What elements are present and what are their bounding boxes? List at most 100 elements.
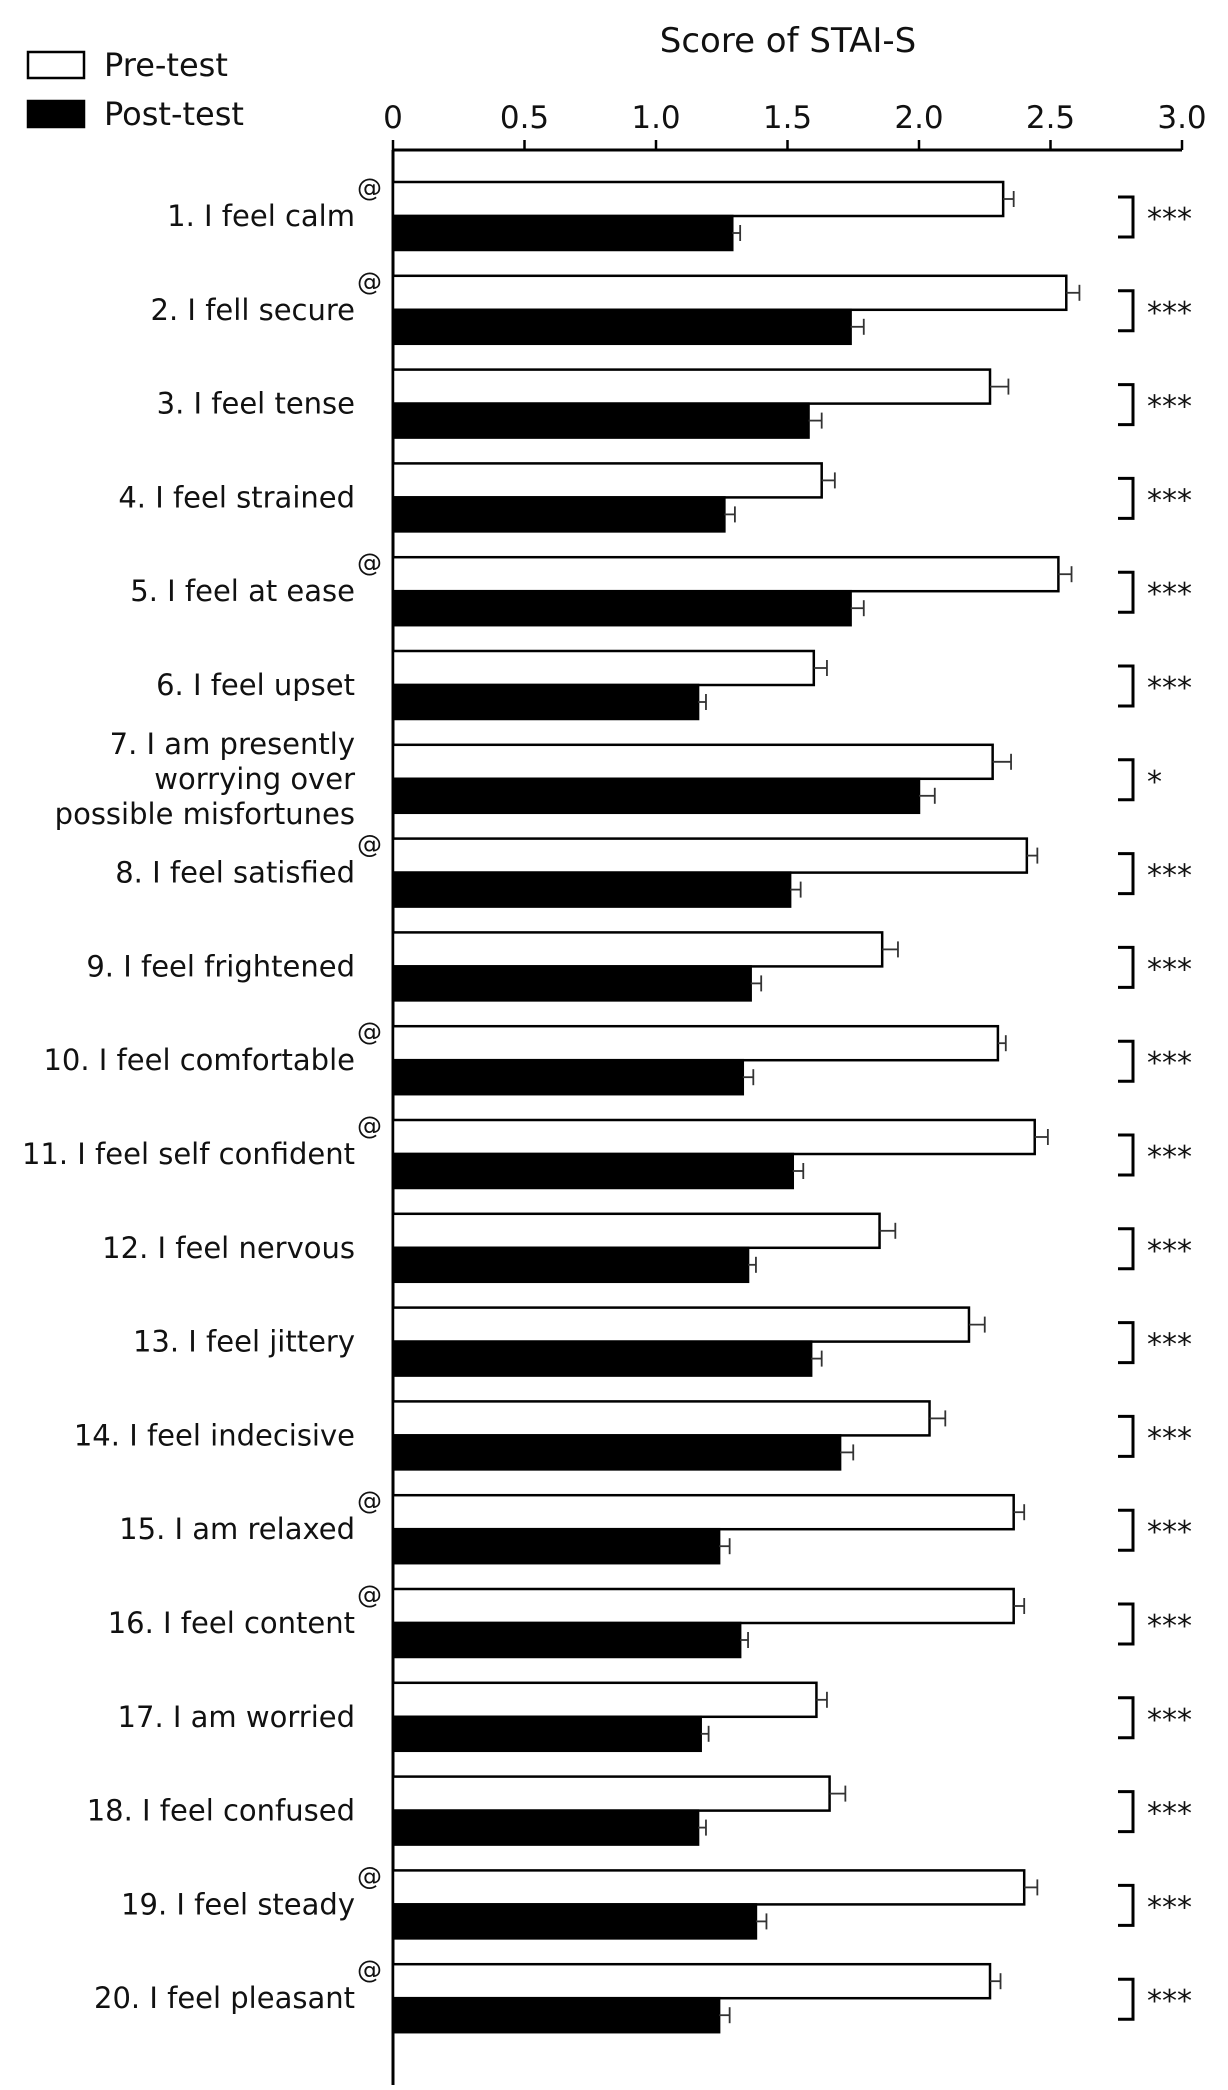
pre-test-bar (391, 931, 884, 968)
item-row (391, 1024, 1007, 1096)
item-row (391, 1869, 1039, 1940)
significance-stars: *** (1147, 1984, 1192, 2019)
category-label: worrying over (154, 762, 355, 796)
post-test-bar (391, 1903, 758, 1940)
legend-label-post-test: Post-test (104, 95, 244, 133)
significance-stars: *** (1147, 671, 1192, 706)
reverse-score-marker: @ (357, 267, 382, 296)
legend-swatch-post-test (26, 99, 86, 129)
category-labels: 1. I feel calm@2. I fell secure@3. I fee… (22, 173, 382, 2015)
pre-test-bar (391, 180, 1005, 218)
item-row (391, 1306, 986, 1377)
significance-bracket (1118, 945, 1135, 989)
pre-test-bar (391, 837, 1029, 874)
post-test-bar (391, 402, 810, 439)
pre-test-bar (391, 462, 823, 499)
pre-test-bar (391, 649, 816, 687)
category-label: 17. I am worried (118, 1700, 355, 1734)
category-label: 18. I feel confused (87, 1794, 355, 1828)
significance-stars: *** (1147, 483, 1192, 518)
item-row (391, 555, 1073, 627)
post-test-bar (391, 589, 852, 627)
item-row (391, 368, 1010, 439)
significance-stars: *** (1147, 1797, 1192, 1832)
post-test-bar (391, 1621, 742, 1659)
significance-bracket (1118, 852, 1135, 896)
category-label: 11. I feel self confident (22, 1137, 355, 1171)
reverse-score-marker: @ (357, 1017, 382, 1046)
category-label: 13. I feel jittery (133, 1325, 355, 1359)
reverse-score-marker: @ (357, 548, 382, 577)
pre-test-bar (391, 1024, 1000, 1062)
post-test-bar (391, 1434, 842, 1471)
significance-stars: * (1147, 765, 1162, 800)
category-label: 1. I feel calm (167, 199, 355, 233)
pre-test-bar (391, 274, 1068, 312)
x-tick-label: 2.5 (1026, 100, 1075, 136)
significance-bracket (1118, 664, 1135, 708)
post-test-bar (391, 214, 734, 252)
significance-bracket (1118, 1883, 1135, 1927)
pre-test-bar (391, 1400, 931, 1437)
category-label: 6. I feel upset (156, 668, 355, 702)
post-test-bar (391, 871, 792, 908)
reverse-score-marker: @ (357, 1111, 382, 1140)
significance-bracket (1118, 1790, 1135, 1834)
significance-stars: *** (1147, 1609, 1192, 1644)
x-tick-label: 2.0 (894, 100, 943, 136)
significance-stars: *** (1147, 1515, 1192, 1550)
category-label: 8. I feel satisfied (115, 856, 355, 890)
pre-test-bar (391, 1306, 971, 1343)
item-row (391, 1493, 1026, 1565)
significance-bracket (1118, 1508, 1135, 1552)
item-row (391, 649, 828, 721)
category-label: 10. I feel comfortable (43, 1043, 355, 1077)
post-test-bar (391, 308, 852, 346)
reverse-score-marker: @ (357, 1580, 382, 1609)
x-tick-label: 1.0 (631, 100, 680, 136)
pre-test-bar (391, 1493, 1015, 1531)
category-label: 19. I feel steady (121, 1887, 355, 1921)
post-test-bar (391, 1809, 700, 1846)
pre-test-bar (391, 743, 994, 781)
significance-stars: *** (1147, 577, 1192, 612)
item-row (391, 462, 836, 533)
post-test-bar (391, 1058, 745, 1096)
pre-test-bar (391, 1775, 831, 1812)
significance-bracket (1118, 1414, 1135, 1458)
legend-swatch-pre-test (26, 50, 86, 80)
significance-stars: *** (1147, 390, 1192, 425)
bars (391, 180, 1081, 2034)
significance-bracket (1118, 383, 1135, 427)
significance-stars: *** (1147, 952, 1192, 987)
post-test-bar (391, 683, 700, 721)
axis-title: Score of STAI-S (660, 21, 916, 61)
x-tick-label: 1.5 (763, 100, 812, 136)
pre-test-bar (391, 368, 992, 405)
significance-stars: *** (1147, 202, 1192, 237)
post-test-bar (391, 777, 921, 815)
item-row (391, 274, 1081, 346)
significance-stars: *** (1147, 1140, 1192, 1175)
significance-bracket (1118, 1321, 1135, 1365)
x-tick-label: 0.5 (500, 100, 549, 136)
item-row (391, 931, 899, 1002)
reverse-score-marker: @ (357, 1486, 382, 1515)
significance-bracket (1118, 476, 1135, 520)
category-label: 15. I am relaxed (119, 1512, 355, 1546)
significance-bracket (1118, 1696, 1135, 1740)
post-test-bar (391, 965, 752, 1002)
reverse-score-marker: @ (357, 173, 382, 202)
x-tick-label: 0 (383, 100, 403, 136)
significance-bracket (1118, 1602, 1135, 1646)
legend: Pre-test Post-test (26, 46, 244, 133)
post-test-bar (391, 1996, 721, 2034)
significance-stars: *** (1147, 1234, 1192, 1269)
significance-bracket (1118, 1133, 1135, 1177)
category-label: 2. I fell secure (151, 293, 355, 327)
significance-bracket (1118, 1977, 1135, 2021)
pre-test-bar (391, 1962, 992, 2000)
category-label: 12. I feel nervous (102, 1231, 355, 1265)
significance-brackets: ****************************************… (1118, 195, 1192, 2021)
item-row (391, 837, 1039, 908)
